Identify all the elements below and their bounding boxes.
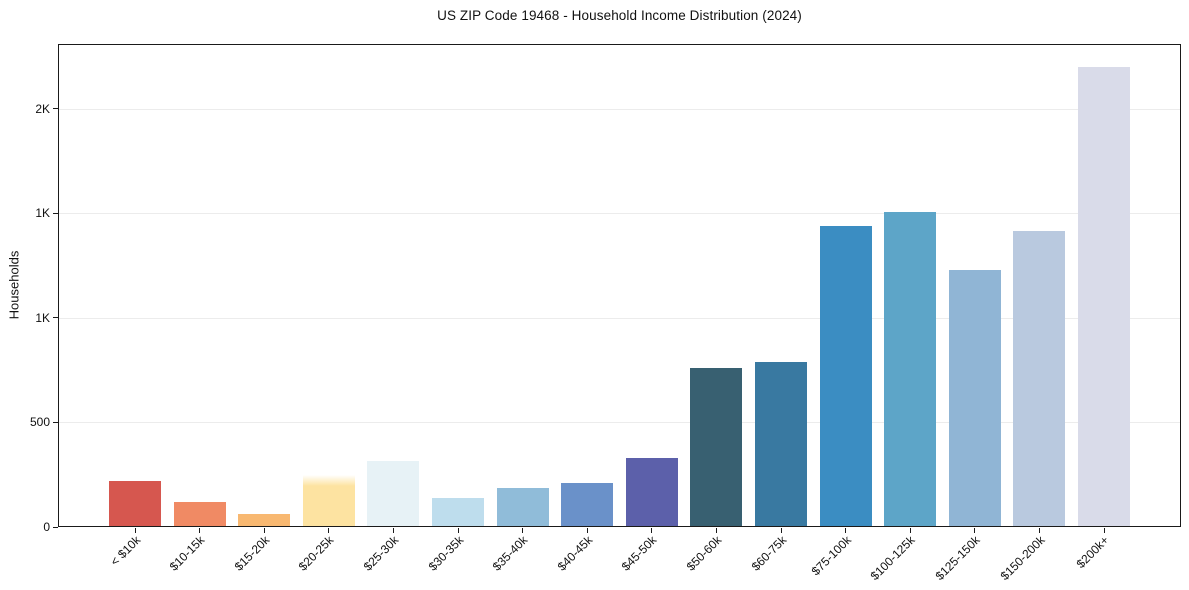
y-tick-label: 0	[43, 520, 50, 534]
x-tick-label: $125-150k	[932, 533, 983, 584]
x-tick-mark	[586, 528, 588, 533]
gridline-1500	[58, 213, 1181, 215]
bar-200k	[1078, 67, 1130, 527]
y-tick-label: 2K	[35, 101, 50, 116]
y-tick-mark	[53, 317, 58, 319]
x-tick-mark	[522, 528, 524, 533]
x-tick-mark	[909, 528, 911, 533]
y-tick-mark	[53, 212, 58, 214]
x-tick-mark	[134, 528, 136, 533]
plot-area	[58, 44, 1181, 527]
x-tick-label: $10-15k	[166, 533, 208, 574]
x-tick-mark	[328, 528, 330, 533]
y-tick-mark	[53, 108, 58, 110]
bar-60-75k	[755, 361, 807, 527]
bar-20-25k	[302, 474, 355, 527]
x-tick-label: $20-25k	[296, 533, 337, 574]
x-tick-label: $25-30k	[360, 533, 402, 574]
bar-150-200k	[1013, 231, 1066, 527]
x-tick-mark	[974, 528, 976, 533]
x-tick-label: $200k+	[1073, 533, 1112, 571]
x-tick-mark	[715, 528, 717, 533]
x-tick-label: $60-75k	[748, 533, 789, 574]
bar-10-15k	[173, 501, 226, 527]
y-tick-label: 500	[29, 415, 50, 430]
x-tick-label: $150-200k	[997, 533, 1048, 584]
chart-title: US ZIP Code 19468 - Household Income Dis…	[437, 8, 802, 23]
gridline-500	[58, 422, 1181, 424]
gridline-2000	[58, 108, 1181, 110]
x-tick-label: $30-35k	[425, 533, 466, 574]
bar-100-125k	[884, 212, 937, 527]
bar-10k	[109, 481, 161, 527]
x-tick-label: $40-45k	[554, 533, 596, 574]
x-tick-label: $100-125k	[868, 533, 919, 584]
gridline-1000	[58, 317, 1181, 319]
x-tick-mark	[1038, 528, 1040, 533]
bar-35-40k	[496, 488, 549, 527]
bar-75-100k	[819, 225, 872, 527]
x-tick-label: $35-40k	[489, 533, 531, 574]
x-tick-label: $45-50k	[619, 533, 660, 574]
x-tick-mark	[1103, 528, 1105, 533]
bar-25-30k	[367, 461, 420, 527]
x-tick-mark	[780, 528, 782, 533]
bar-30-35k	[432, 497, 484, 527]
x-tick-mark	[457, 528, 459, 533]
x-tick-label: < $10k	[107, 533, 143, 569]
bar-45-50k	[625, 458, 678, 527]
x-tick-label: $15-20k	[231, 533, 273, 574]
y-tick-label: 1K	[35, 310, 50, 325]
x-tick-mark	[263, 528, 265, 533]
x-tick-mark	[651, 528, 653, 533]
bar-40-45k	[561, 483, 614, 527]
y-tick-mark	[53, 421, 58, 423]
x-tick-label: $75-100k	[808, 533, 854, 579]
x-tick-mark	[845, 528, 847, 533]
y-tick-label: 1K	[35, 206, 50, 221]
x-tick-mark	[392, 528, 394, 533]
y-tick-mark	[53, 526, 58, 528]
bar-15-20k	[238, 514, 291, 527]
x-tick-label: $50-60k	[683, 533, 725, 574]
bar-50-60k	[690, 368, 743, 527]
bar-125-150k	[948, 269, 1001, 527]
x-tick-mark	[199, 528, 201, 533]
